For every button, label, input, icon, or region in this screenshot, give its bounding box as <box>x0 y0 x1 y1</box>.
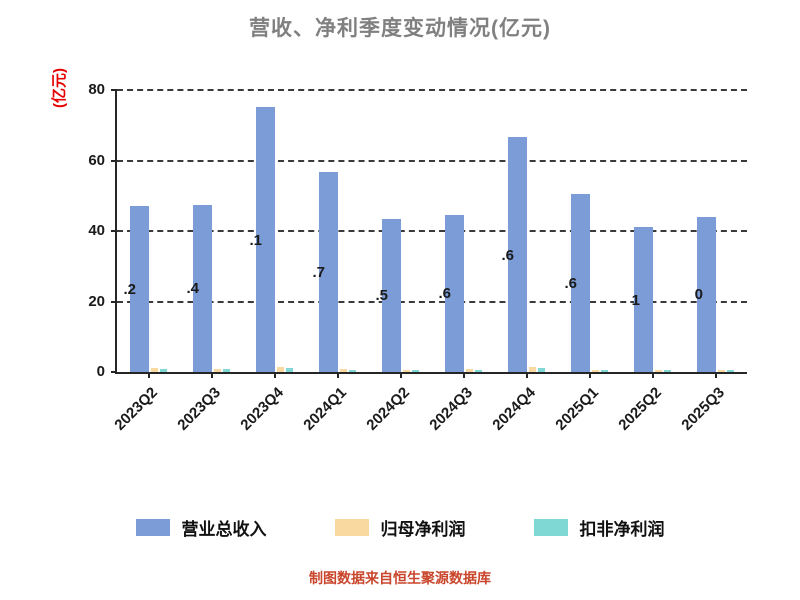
bar-value-label: .5 <box>375 287 388 305</box>
deducted-profit-bar <box>475 369 482 372</box>
x-tick-mark <box>273 372 276 378</box>
deducted-profit-bar <box>349 369 356 372</box>
net-profit-bar <box>151 368 158 372</box>
bar-value-label: .7 <box>312 264 325 282</box>
bar-value-label: .2 <box>123 280 136 298</box>
legend-item: 归母净利润 <box>334 515 466 540</box>
x-tick-mark <box>210 372 213 378</box>
bar-group: .6 <box>558 90 621 372</box>
x-tick-mark <box>714 372 717 378</box>
x-tick-mark <box>588 372 591 378</box>
bar-value-label: .1 <box>249 231 262 249</box>
revenue-bar <box>193 204 212 372</box>
revenue-bar <box>571 193 590 372</box>
bar-value-label: .4 <box>186 280 199 298</box>
legend: 营业总收入 归母净利润 扣非净利润 <box>0 515 800 540</box>
net-profit-bar <box>592 369 599 372</box>
bar-group: .6 <box>495 90 558 372</box>
deducted-profit-bar <box>412 370 419 372</box>
y-tick-mark <box>111 230 117 232</box>
x-tick-mark <box>525 372 528 378</box>
bar-group: 0 <box>684 90 747 372</box>
legend-item: 营业总收入 <box>135 515 267 540</box>
y-tick-label: 40 <box>88 222 105 239</box>
net-profit-bar <box>340 369 347 372</box>
net-profit-bar <box>403 369 410 372</box>
revenue-bar <box>319 172 338 372</box>
y-tick-label: 60 <box>88 151 105 169</box>
revenue-bar <box>508 137 527 372</box>
x-tick-mark <box>462 372 465 378</box>
revenue-bar <box>697 216 716 372</box>
net-profit-bar <box>277 367 284 372</box>
deducted-profit-bar <box>601 369 608 372</box>
bar-group: .2 <box>117 90 180 372</box>
y-tick-mark <box>111 89 117 91</box>
revenue-bar <box>130 205 149 372</box>
bar-value-label: 1 <box>631 291 640 309</box>
legend-label: 归母净利润 <box>380 520 466 539</box>
deducted-profit-bar <box>538 367 545 372</box>
legend-swatch <box>135 519 170 536</box>
legend-label: 营业总收入 <box>181 520 267 539</box>
net-profit-bar <box>466 369 473 372</box>
revenue-bar <box>256 107 275 372</box>
net-profit-bar <box>718 369 725 372</box>
bar-value-label: .6 <box>564 274 577 292</box>
bar-value-label: 0 <box>694 286 703 304</box>
gridline <box>117 159 747 162</box>
bar-value-label: .6 <box>501 246 514 264</box>
revenue-bar <box>382 218 401 372</box>
x-tick-mark <box>336 372 339 378</box>
footer-note: 制图数据来自恒生聚源数据库 <box>309 570 491 586</box>
bar-group: .7 <box>306 90 369 372</box>
bar-group: .6 <box>432 90 495 372</box>
deducted-profit-bar <box>664 370 671 372</box>
y-tick-mark <box>111 159 117 162</box>
bar-group: .5 <box>369 90 432 372</box>
deducted-profit-bar <box>223 369 230 372</box>
chart-title: 营收、净利季度变动情况(亿元) <box>249 17 551 40</box>
deducted-profit-bar <box>727 370 734 372</box>
legend-swatch <box>334 519 369 536</box>
y-tick-mark <box>111 300 117 303</box>
bar-group: .1 <box>243 90 306 372</box>
legend-label: 扣非净利润 <box>579 520 665 539</box>
deducted-profit-bar <box>160 368 167 372</box>
bar-group: 1 <box>621 90 684 372</box>
deducted-profit-bar <box>286 368 293 372</box>
revenue-bar <box>445 214 464 372</box>
y-tick-label: 20 <box>88 292 105 310</box>
gridline <box>117 300 747 303</box>
x-tick-mark <box>651 372 654 378</box>
x-tick-mark <box>399 372 402 378</box>
net-profit-bar <box>214 368 221 372</box>
y-axis-label: (亿元) <box>51 68 68 108</box>
bar-value-label: .6 <box>438 285 451 303</box>
y-tick-mark <box>111 371 117 373</box>
net-profit-bar <box>529 367 536 372</box>
gridline <box>117 230 747 232</box>
bar-group: .4 <box>180 90 243 372</box>
gridline <box>117 89 747 91</box>
x-tick-mark <box>147 372 150 378</box>
revenue-bar <box>634 227 653 372</box>
y-tick-label: 0 <box>96 363 105 380</box>
plot-area: 0 20 40 60 80.2 2023Q2.4 2023Q3.1 2023Q4.7 2024Q… <box>88 81 747 434</box>
legend-swatch <box>533 519 568 536</box>
net-profit-bar <box>655 370 662 372</box>
y-tick-label: 80 <box>88 81 105 98</box>
legend-item: 扣非净利润 <box>533 515 665 540</box>
